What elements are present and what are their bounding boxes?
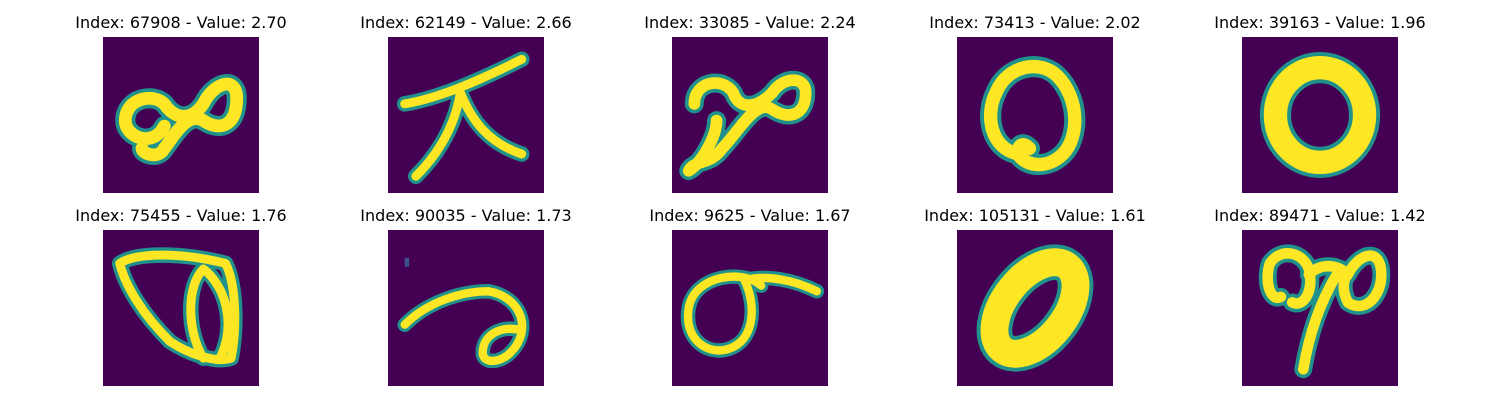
ink-figure-oval: [976, 244, 1094, 372]
panel-title: Index: 39163 - Value: 1.96: [1214, 13, 1426, 32]
panel-title: Index: 89471 - Value: 1.42: [1214, 206, 1426, 225]
ink-figure-curve: [397, 257, 530, 369]
panel-title: Index: 33085 - Value: 2.24: [644, 13, 856, 32]
digit-image-panel: [672, 37, 828, 193]
ink-figure-loop-pair: [115, 74, 247, 165]
ink-figure-oval: [980, 56, 1086, 176]
ink-figure-loop-pair: [1258, 244, 1391, 379]
digit-image-panel: [103, 37, 259, 193]
digit-image-panel: [388, 230, 544, 386]
panel-title: Index: 105131 - Value: 1.61: [924, 206, 1146, 225]
digit-image-panel: [103, 230, 259, 386]
digit-image-panel: [957, 37, 1113, 193]
ink-figure-branching-strokes: [396, 51, 530, 185]
ink-figure-loop-pair: [679, 70, 816, 181]
panel-title: Index: 73413 - Value: 2.02: [929, 13, 1141, 32]
panel-title: Index: 75455 - Value: 1.76: [75, 206, 287, 225]
panel-title: Index: 62149 - Value: 2.66: [360, 13, 572, 32]
ink-figure-loops: [111, 247, 243, 368]
panel-title: Index: 90035 - Value: 1.73: [360, 206, 572, 225]
panel-title: Index: 67908 - Value: 2.70: [75, 13, 287, 32]
digit-image-panel: [1242, 230, 1398, 386]
panel-title: Index: 9625 - Value: 1.67: [649, 206, 851, 225]
ink-figure-loop-with-tail: [680, 269, 825, 358]
digit-image-panel: [1242, 37, 1398, 193]
digit-image-panel: [672, 230, 828, 386]
ink-figure-oval: [1259, 52, 1381, 178]
digit-image-panel: [957, 230, 1113, 386]
digit-image-panel: [388, 37, 544, 193]
